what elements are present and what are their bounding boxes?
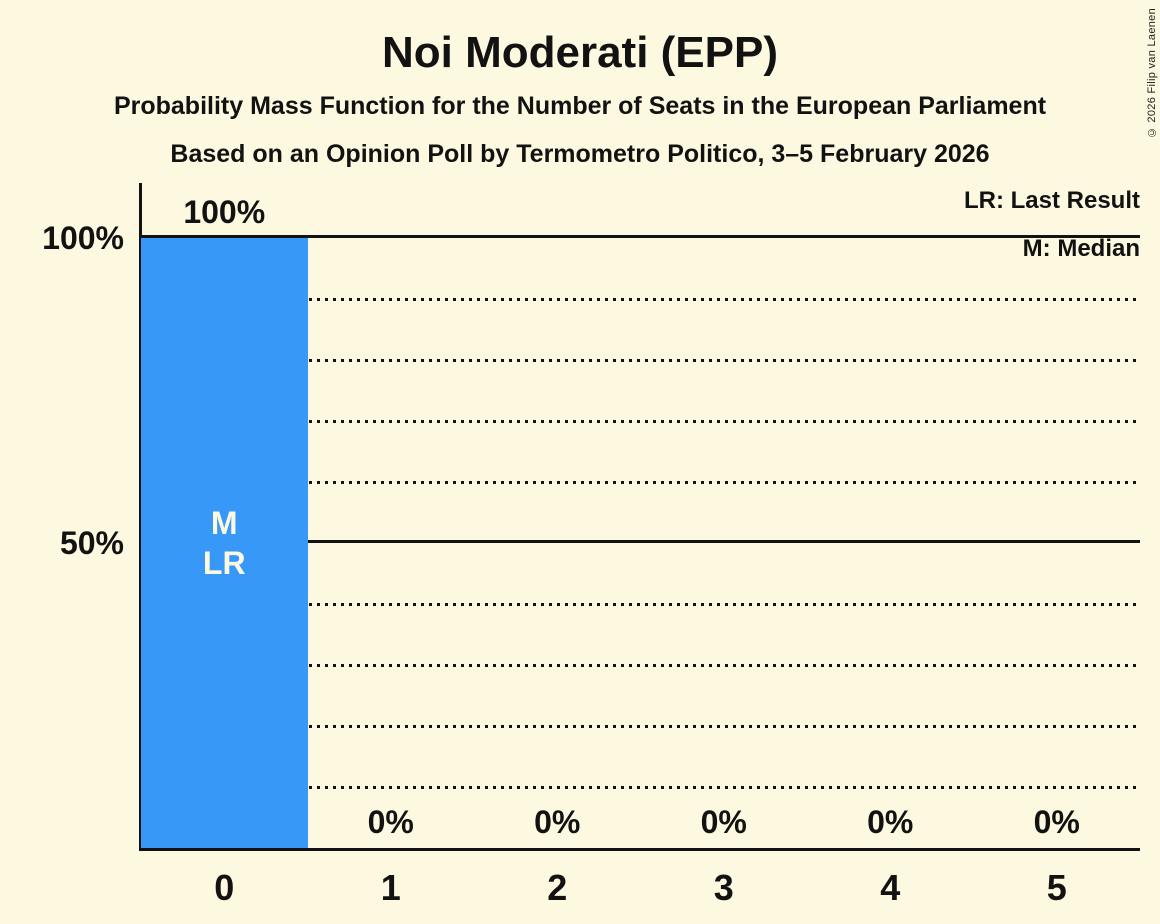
x-tick-label-5: 5 — [1046, 867, 1067, 908]
x-axis-line — [139, 848, 1140, 851]
gridline-dotted-20pct — [141, 725, 1140, 728]
bar-annotation-0: M LR — [141, 238, 308, 848]
bar-value-label-0: 100% — [183, 194, 266, 230]
bar-value-label-2: 0% — [534, 804, 581, 840]
gridline-dotted-40pct — [141, 603, 1140, 606]
gridline-solid-100pct — [141, 235, 1140, 238]
bar-annotation-line: LR — [202, 545, 246, 581]
x-tick-label-2: 2 — [547, 867, 568, 908]
bar-annotation-line: M — [210, 505, 238, 541]
gridline-solid-50pct — [141, 540, 1140, 543]
legend-last-result: LR: Last Result — [963, 187, 1140, 214]
bar-value-label-5: 0% — [1033, 804, 1080, 840]
bar-value-label-1: 0% — [367, 804, 414, 840]
bar-seats-0 — [141, 238, 308, 848]
bar-value-label-3: 0% — [700, 804, 747, 840]
gridline-dotted-80pct — [141, 359, 1140, 362]
gridline-dotted-30pct — [141, 664, 1140, 667]
y-tick-label-100pct: 100% — [42, 220, 124, 256]
chart-poll-source: Based on an Opinion Poll by Termometro P… — [170, 140, 990, 168]
chart-title: Noi Moderati (EPP) — [381, 28, 779, 77]
x-tick-label-4: 4 — [880, 867, 901, 908]
gridline-dotted-70pct — [141, 420, 1140, 423]
chart-subtitle: Probability Mass Function for the Number… — [113, 92, 1047, 120]
x-tick-label-1: 1 — [380, 867, 401, 908]
x-tick-label-0: 0 — [214, 867, 235, 908]
gridline-dotted-60pct — [141, 481, 1140, 484]
y-tick-label-50pct: 50% — [59, 525, 124, 561]
x-tick-label-3: 3 — [713, 867, 734, 908]
gridline-dotted-10pct — [141, 786, 1140, 789]
bar-value-label-4: 0% — [867, 804, 914, 840]
plot-area: M LR 100% 0% 0% 0% 0% 0% — [141, 0, 1140, 924]
legend-median: M: Median — [1022, 235, 1140, 262]
gridline-dotted-90pct — [141, 298, 1140, 301]
y-axis-line — [139, 183, 142, 851]
